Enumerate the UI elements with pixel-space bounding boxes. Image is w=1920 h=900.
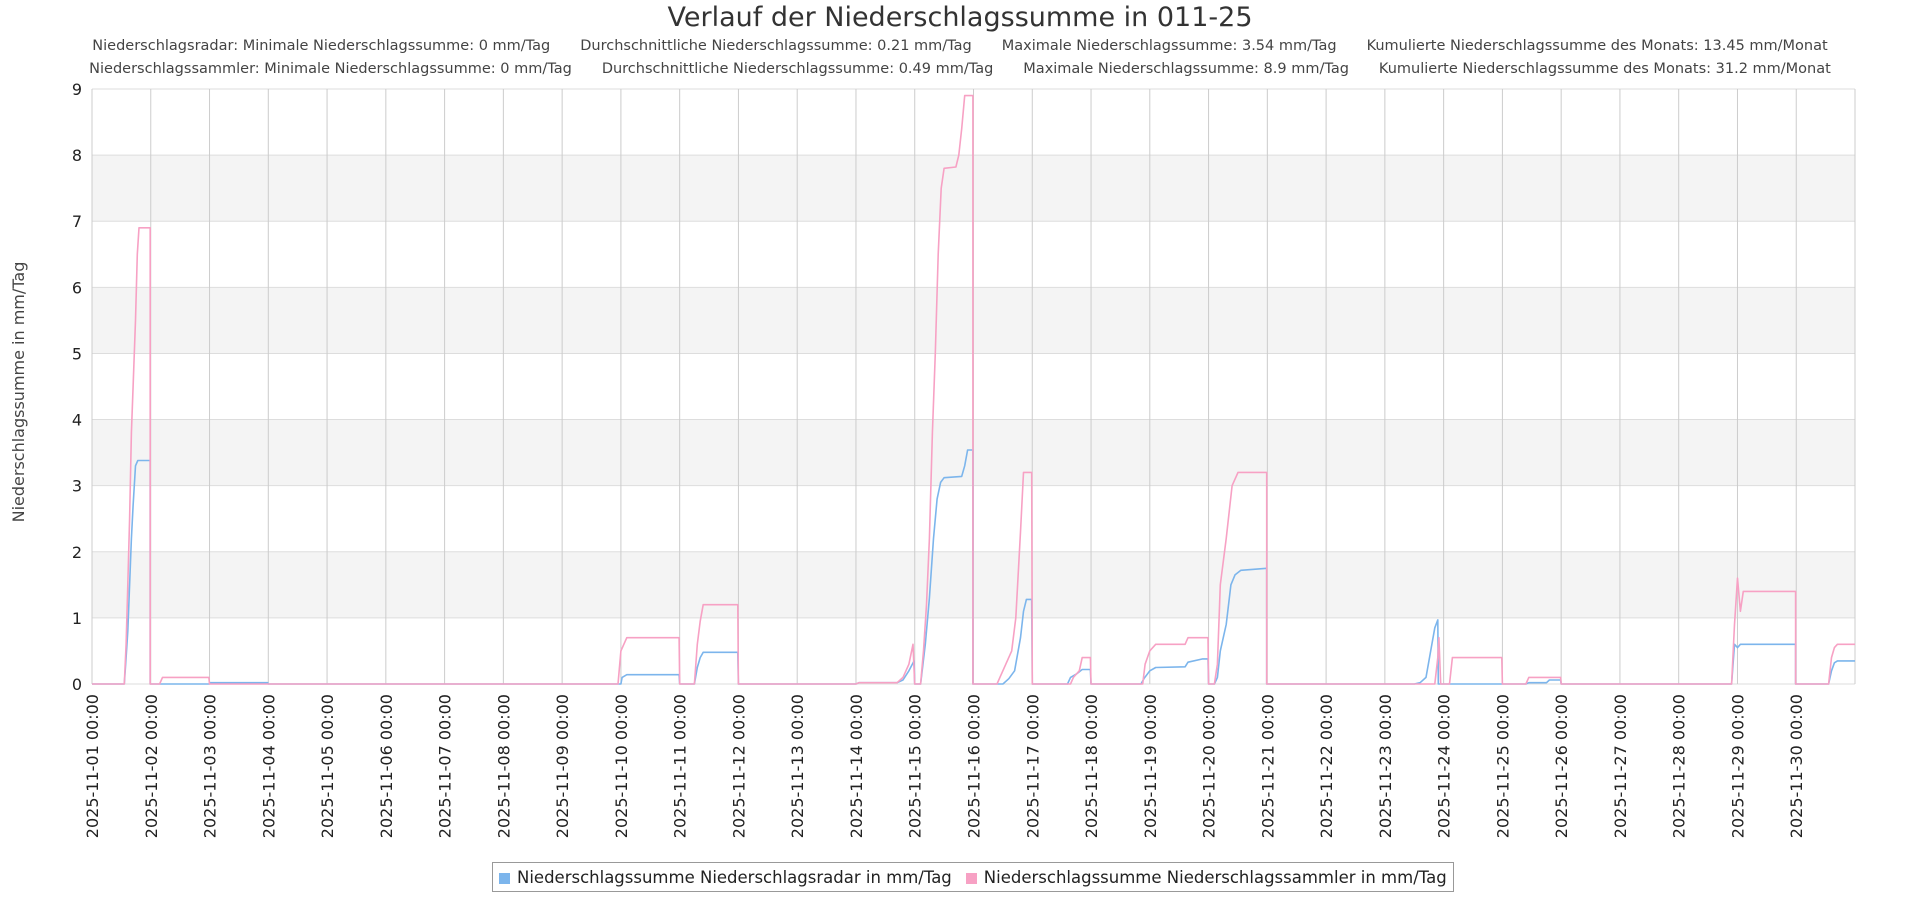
subtitle-radar: Niederschlagsradar: Minimale Niederschla…	[0, 38, 1920, 54]
x-tick-label: 2025-11-24 00:00	[1435, 694, 1454, 838]
subtitle-collector: Niederschlagssammler: Minimale Niedersch…	[0, 61, 1920, 77]
x-tick-label: 2025-11-25 00:00	[1493, 694, 1512, 838]
y-axis-label: Niederschlagssumme in mm/Tag	[9, 262, 28, 523]
y-axis-ticks: 0 1 2 3 4 5 6 7 8 9	[72, 80, 82, 694]
y-tick-label: 6	[72, 278, 82, 297]
x-axis-ticks: 2025-11-01 00:00 2025-11-02 00:00 2025-11-…	[83, 694, 1806, 838]
legend-item-collector[interactable]: Niederschlagssumme Niederschlagssammler …	[965, 867, 1447, 887]
y-tick-label: 5	[72, 344, 82, 363]
subtitle-radar-min: Niederschlagsradar: Minimale Niederschla…	[92, 38, 551, 54]
legend[interactable]: Niederschlagssumme Niederschlagsradar in…	[492, 862, 1454, 892]
subtitle-collector-max: Maximale Niederschlagssumme: 8.9 mm/Tag	[1023, 61, 1349, 77]
chart-title: Verlauf der Niederschlagssumme in 011-25	[667, 2, 1253, 33]
x-tick-label: 2025-11-15 00:00	[906, 694, 925, 838]
y-tick-label: 7	[72, 212, 82, 231]
y-tick-label: 3	[72, 477, 82, 496]
subtitle-radar-max: Maximale Niederschlagssumme: 3.54 mm/Tag	[1001, 38, 1337, 54]
series-line-radar	[92, 449, 1855, 685]
x-tick-label: 2025-11-11 00:00	[671, 694, 690, 838]
x-tick-label: 2025-11-30 00:00	[1787, 694, 1806, 838]
x-tick-label: 2025-11-22 00:00	[1317, 694, 1336, 838]
x-tick-label: 2025-11-01 00:00	[83, 694, 102, 838]
x-tick-label: 2025-11-14 00:00	[847, 694, 866, 838]
x-tick-label: 2025-11-28 00:00	[1670, 694, 1689, 838]
legend-swatch-radar	[499, 873, 510, 884]
x-tick-label: 2025-11-21 00:00	[1258, 694, 1277, 838]
x-tick-label: 2025-11-08 00:00	[494, 694, 513, 838]
legend-label-collector: Niederschlagssumme Niederschlagssammler …	[983, 867, 1447, 887]
x-tick-label: 2025-11-29 00:00	[1728, 694, 1747, 838]
subtitle-radar-cum: Kumulierte Niederschlagssumme des Monats…	[1366, 38, 1828, 54]
x-tick-label: 2025-11-04 00:00	[259, 694, 278, 838]
subtitle-collector-min: Niederschlagssammler: Minimale Niedersch…	[89, 61, 572, 77]
y-tick-label: 8	[72, 146, 82, 165]
x-tick-label: 2025-11-23 00:00	[1376, 694, 1395, 838]
y-tick-label: 0	[72, 675, 82, 694]
x-tick-label: 2025-11-16 00:00	[965, 694, 984, 838]
y-tick-label: 2	[72, 543, 82, 562]
series-line-collector	[92, 94, 1855, 685]
x-tick-label: 2025-11-17 00:00	[1023, 694, 1042, 838]
x-tick-label: 2025-11-03 00:00	[201, 694, 220, 838]
y-tick-label: 9	[72, 80, 82, 99]
y-tick-label: 4	[72, 411, 82, 430]
legend-item-radar[interactable]: Niederschlagssumme Niederschlagsradar in…	[499, 868, 952, 887]
x-tick-label: 2025-11-07 00:00	[436, 694, 455, 838]
x-tick-label: 2025-11-19 00:00	[1141, 694, 1160, 838]
x-tick-label: 2025-11-09 00:00	[553, 694, 572, 838]
vertical-grid	[91, 89, 1856, 684]
x-tick-label: 2025-11-20 00:00	[1200, 694, 1219, 838]
x-tick-label: 2025-11-10 00:00	[612, 694, 631, 838]
x-tick-label: 2025-11-27 00:00	[1611, 694, 1630, 838]
x-tick-label: 2025-11-05 00:00	[318, 694, 337, 838]
x-tick-label: 2025-11-02 00:00	[142, 694, 161, 838]
subtitle-radar-avg: Durchschnittliche Niederschlagssumme: 0.…	[580, 38, 972, 54]
series-layer	[92, 94, 1855, 685]
x-tick-label: 2025-11-18 00:00	[1082, 694, 1101, 838]
subtitle-collector-avg: Durchschnittliche Niederschlagssumme: 0.…	[601, 61, 994, 77]
x-tick-label: 2025-11-12 00:00	[729, 694, 748, 838]
legend-swatch-collector	[965, 873, 977, 884]
subtitle-collector-cum: Kumulierte Niederschlagssumme des Monats…	[1378, 61, 1831, 77]
x-tick-label: 2025-11-26 00:00	[1552, 694, 1571, 838]
x-tick-label: 2025-11-06 00:00	[377, 694, 396, 838]
y-tick-label: 1	[72, 609, 82, 628]
legend-label-radar: Niederschlagssumme Niederschlagsradar in…	[517, 867, 952, 887]
x-tick-label: 2025-11-13 00:00	[788, 694, 807, 838]
